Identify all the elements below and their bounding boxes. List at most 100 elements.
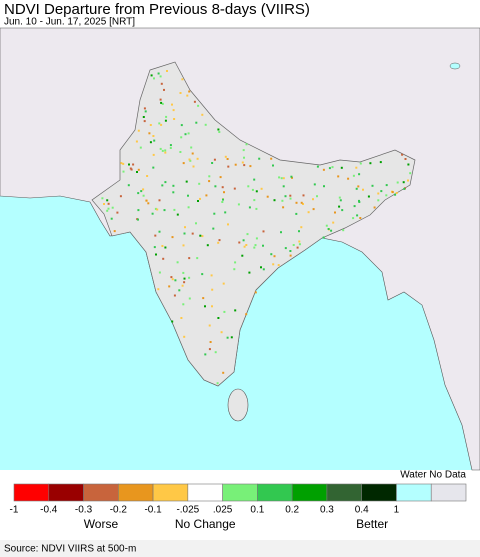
speckle — [160, 101, 163, 104]
speckle — [272, 164, 274, 167]
legend-tick-label: 0.4 — [355, 505, 369, 516]
speckle — [300, 201, 303, 204]
speckle — [120, 162, 123, 165]
speckle — [409, 172, 412, 175]
speckle — [391, 191, 394, 194]
speckle — [282, 206, 285, 209]
speckle — [156, 208, 159, 211]
legend-tick-label: -0.1 — [144, 505, 162, 516]
speckle — [174, 279, 177, 282]
speckle — [158, 122, 161, 125]
speckle — [107, 207, 110, 210]
speckle — [316, 195, 318, 198]
speckle — [337, 175, 340, 178]
speckle — [184, 226, 186, 229]
speckle — [158, 199, 161, 202]
speckle — [289, 197, 292, 200]
speckle — [166, 70, 168, 72]
speckle — [208, 180, 211, 183]
speckle — [407, 163, 410, 166]
speckle — [149, 124, 152, 126]
speckle — [146, 175, 149, 177]
speckle — [255, 237, 258, 240]
speckle — [292, 244, 295, 246]
speckle — [188, 90, 191, 93]
speckle — [298, 230, 300, 233]
speckle — [396, 181, 399, 184]
speckle — [227, 165, 230, 168]
speckle — [159, 98, 162, 101]
speckle — [233, 268, 236, 271]
speckle — [241, 161, 244, 164]
speckle — [322, 168, 325, 171]
speckle — [245, 244, 248, 246]
speckle — [188, 158, 191, 161]
speckle — [140, 190, 143, 193]
speckle — [179, 151, 182, 153]
speckle — [213, 158, 216, 161]
speckle — [152, 153, 155, 156]
speckle — [217, 128, 220, 131]
speckle — [377, 199, 380, 202]
speckle — [163, 209, 166, 212]
speckle — [145, 199, 148, 202]
speckle — [157, 72, 160, 75]
speckle — [171, 103, 173, 106]
speckle — [132, 163, 135, 166]
speckle — [356, 214, 359, 217]
speckle — [277, 264, 280, 267]
speckle — [404, 158, 407, 160]
speckle — [219, 176, 222, 179]
legend-category: Better — [356, 517, 388, 531]
speckle — [142, 116, 145, 118]
speckle — [137, 218, 139, 221]
speckle — [163, 88, 165, 91]
speckle — [355, 166, 358, 169]
speckle — [245, 143, 248, 146]
speckle — [191, 152, 194, 155]
speckle — [221, 186, 224, 189]
speckle — [147, 202, 150, 205]
speckle — [325, 224, 328, 227]
speckle — [327, 228, 330, 230]
speckle — [243, 245, 246, 248]
speckle — [358, 199, 360, 202]
speckle — [173, 208, 176, 211]
speckle — [342, 229, 345, 232]
speckle — [197, 104, 200, 107]
legend-special-label: Water No Data — [400, 470, 466, 481]
speckle — [222, 371, 225, 374]
speckle — [171, 320, 174, 323]
speckle — [217, 241, 220, 244]
source-strip — [0, 540, 480, 557]
speckle — [106, 209, 109, 212]
speckle — [322, 236, 325, 239]
speckle — [402, 181, 405, 184]
speckle — [262, 230, 265, 233]
speckle — [291, 176, 293, 179]
speckle — [330, 229, 333, 232]
speckle — [211, 288, 214, 291]
speckle — [270, 157, 273, 160]
speckle — [357, 185, 360, 188]
speckle — [338, 196, 341, 199]
speckle — [106, 199, 109, 202]
speckle — [206, 244, 209, 247]
subtitle: Jun. 10 - Jun. 17, 2025 [NRT] — [4, 17, 135, 28]
speckle — [143, 120, 146, 123]
speckle — [179, 92, 182, 94]
speckle — [262, 244, 264, 247]
speckle — [180, 124, 183, 127]
speckle — [144, 110, 147, 113]
speckle — [188, 297, 191, 300]
speckle — [201, 235, 204, 238]
speckle — [359, 217, 362, 219]
speckle — [209, 341, 212, 343]
speckle — [369, 162, 372, 165]
speckle — [176, 261, 179, 264]
speckle — [202, 297, 205, 300]
speckle — [107, 202, 110, 205]
legend-category: Worse — [84, 517, 119, 531]
speckle — [312, 198, 314, 201]
speckle — [137, 209, 140, 212]
